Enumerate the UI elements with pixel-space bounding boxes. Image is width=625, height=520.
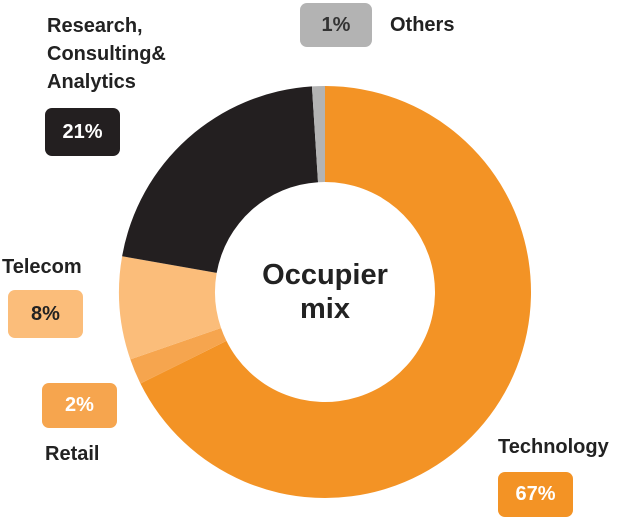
value-label: 1% [300, 3, 372, 47]
value-label: 8% [8, 290, 83, 338]
donut-slice [122, 86, 319, 273]
donut-slice [130, 327, 227, 384]
category-label: Others [390, 14, 455, 36]
category-label: Research, Consulting& Analytics [47, 15, 166, 93]
value-label: 21% [45, 108, 120, 156]
donut-slice [140, 86, 531, 499]
value-label: 67% [498, 472, 573, 517]
donut-slice [311, 86, 325, 183]
category-label: Technology [498, 436, 609, 458]
category-label: Retail [45, 443, 100, 465]
value-label: 2% [42, 383, 117, 428]
category-label: Telecom [2, 256, 82, 278]
center-label: Occupier mix [262, 259, 388, 325]
donut-slice [119, 256, 222, 360]
